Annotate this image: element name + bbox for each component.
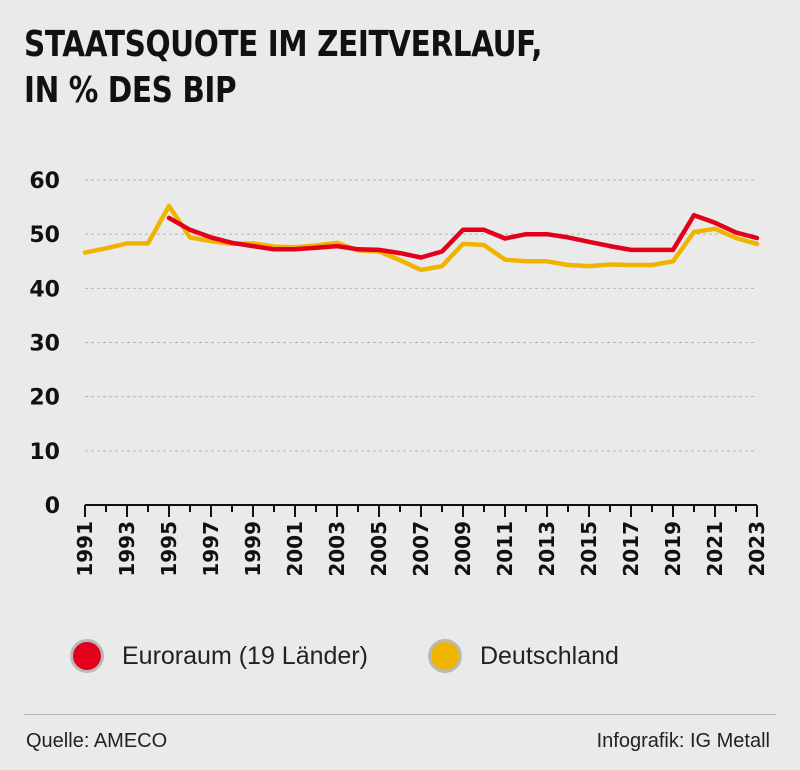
legend: Euroraum (19 Länder) Deutschland: [70, 636, 770, 676]
series-lines: [82, 203, 760, 273]
y-tick-label: 60: [29, 169, 60, 194]
x-axis: 1991 1993 1995 1997 1999 2001 2003 2005 2007 2009…: [73, 504, 769, 577]
y-tick-label: 30: [29, 332, 60, 357]
x-tick-label: 2001: [283, 521, 307, 577]
x-tick-label: 2019: [661, 521, 685, 577]
x-tick-label: 2013: [535, 521, 559, 577]
euroraum-swatch-icon: [70, 639, 104, 673]
x-tick-label: 2005: [367, 521, 391, 577]
x-tick-label: 2015: [577, 521, 601, 577]
source-note: Quelle: AMECO: [26, 730, 168, 752]
x-tick-label: 2017: [619, 521, 643, 577]
y-tick-label: 20: [29, 386, 60, 411]
x-tick-label: 2007: [409, 521, 433, 577]
legend-label-euroraum: Euroraum (19 Länder): [122, 641, 368, 670]
legend-item-deutschland: Deutschland: [427, 639, 619, 673]
legend-item-euroraum: Euroraum (19 Länder): [70, 639, 368, 673]
credit-note: Infografik: IG Metall: [596, 730, 770, 752]
y-tick-label: 10: [29, 440, 60, 465]
x-tick-label: 2021: [703, 521, 727, 577]
x-tick-label: 1995: [157, 521, 181, 577]
chart-title-line-1: STAATSQUOTE IM ZEITVERLAUF,: [24, 24, 543, 65]
x-tick-label: 2009: [451, 521, 475, 577]
x-tick-label: 1999: [241, 521, 265, 577]
x-tick-label: 2003: [325, 521, 349, 577]
x-tick-label: 1991: [73, 521, 97, 577]
series-line-euroraum: [166, 212, 760, 260]
gridlines: [85, 179, 757, 452]
footer-divider: [24, 714, 776, 715]
legend-label-deutschland: Deutschland: [479, 641, 619, 670]
x-tick-label: 2023: [745, 521, 769, 577]
y-tick-label: 0: [45, 494, 60, 519]
chart-title-line-2: IN % DES BIP: [24, 70, 237, 111]
y-tick-label: 50: [29, 223, 60, 248]
x-tick-label: 2011: [493, 521, 517, 577]
y-axis: 0 10 20 30 40 50 60: [29, 169, 60, 519]
x-tick-label: 1993: [115, 521, 139, 577]
x-tick-label: 1997: [199, 521, 223, 577]
series-line-deutschland: [82, 203, 760, 273]
line-chart: 0 10 20 30 40 50 60 1991 1993 1995 1997 1999 2001 20…: [29, 169, 769, 577]
y-tick-label: 40: [29, 277, 60, 302]
chart-title: STAATSQUOTE IM ZEITVERLAUF, IN % DES BIP: [24, 22, 542, 114]
deutschland-swatch-icon: [427, 639, 462, 673]
